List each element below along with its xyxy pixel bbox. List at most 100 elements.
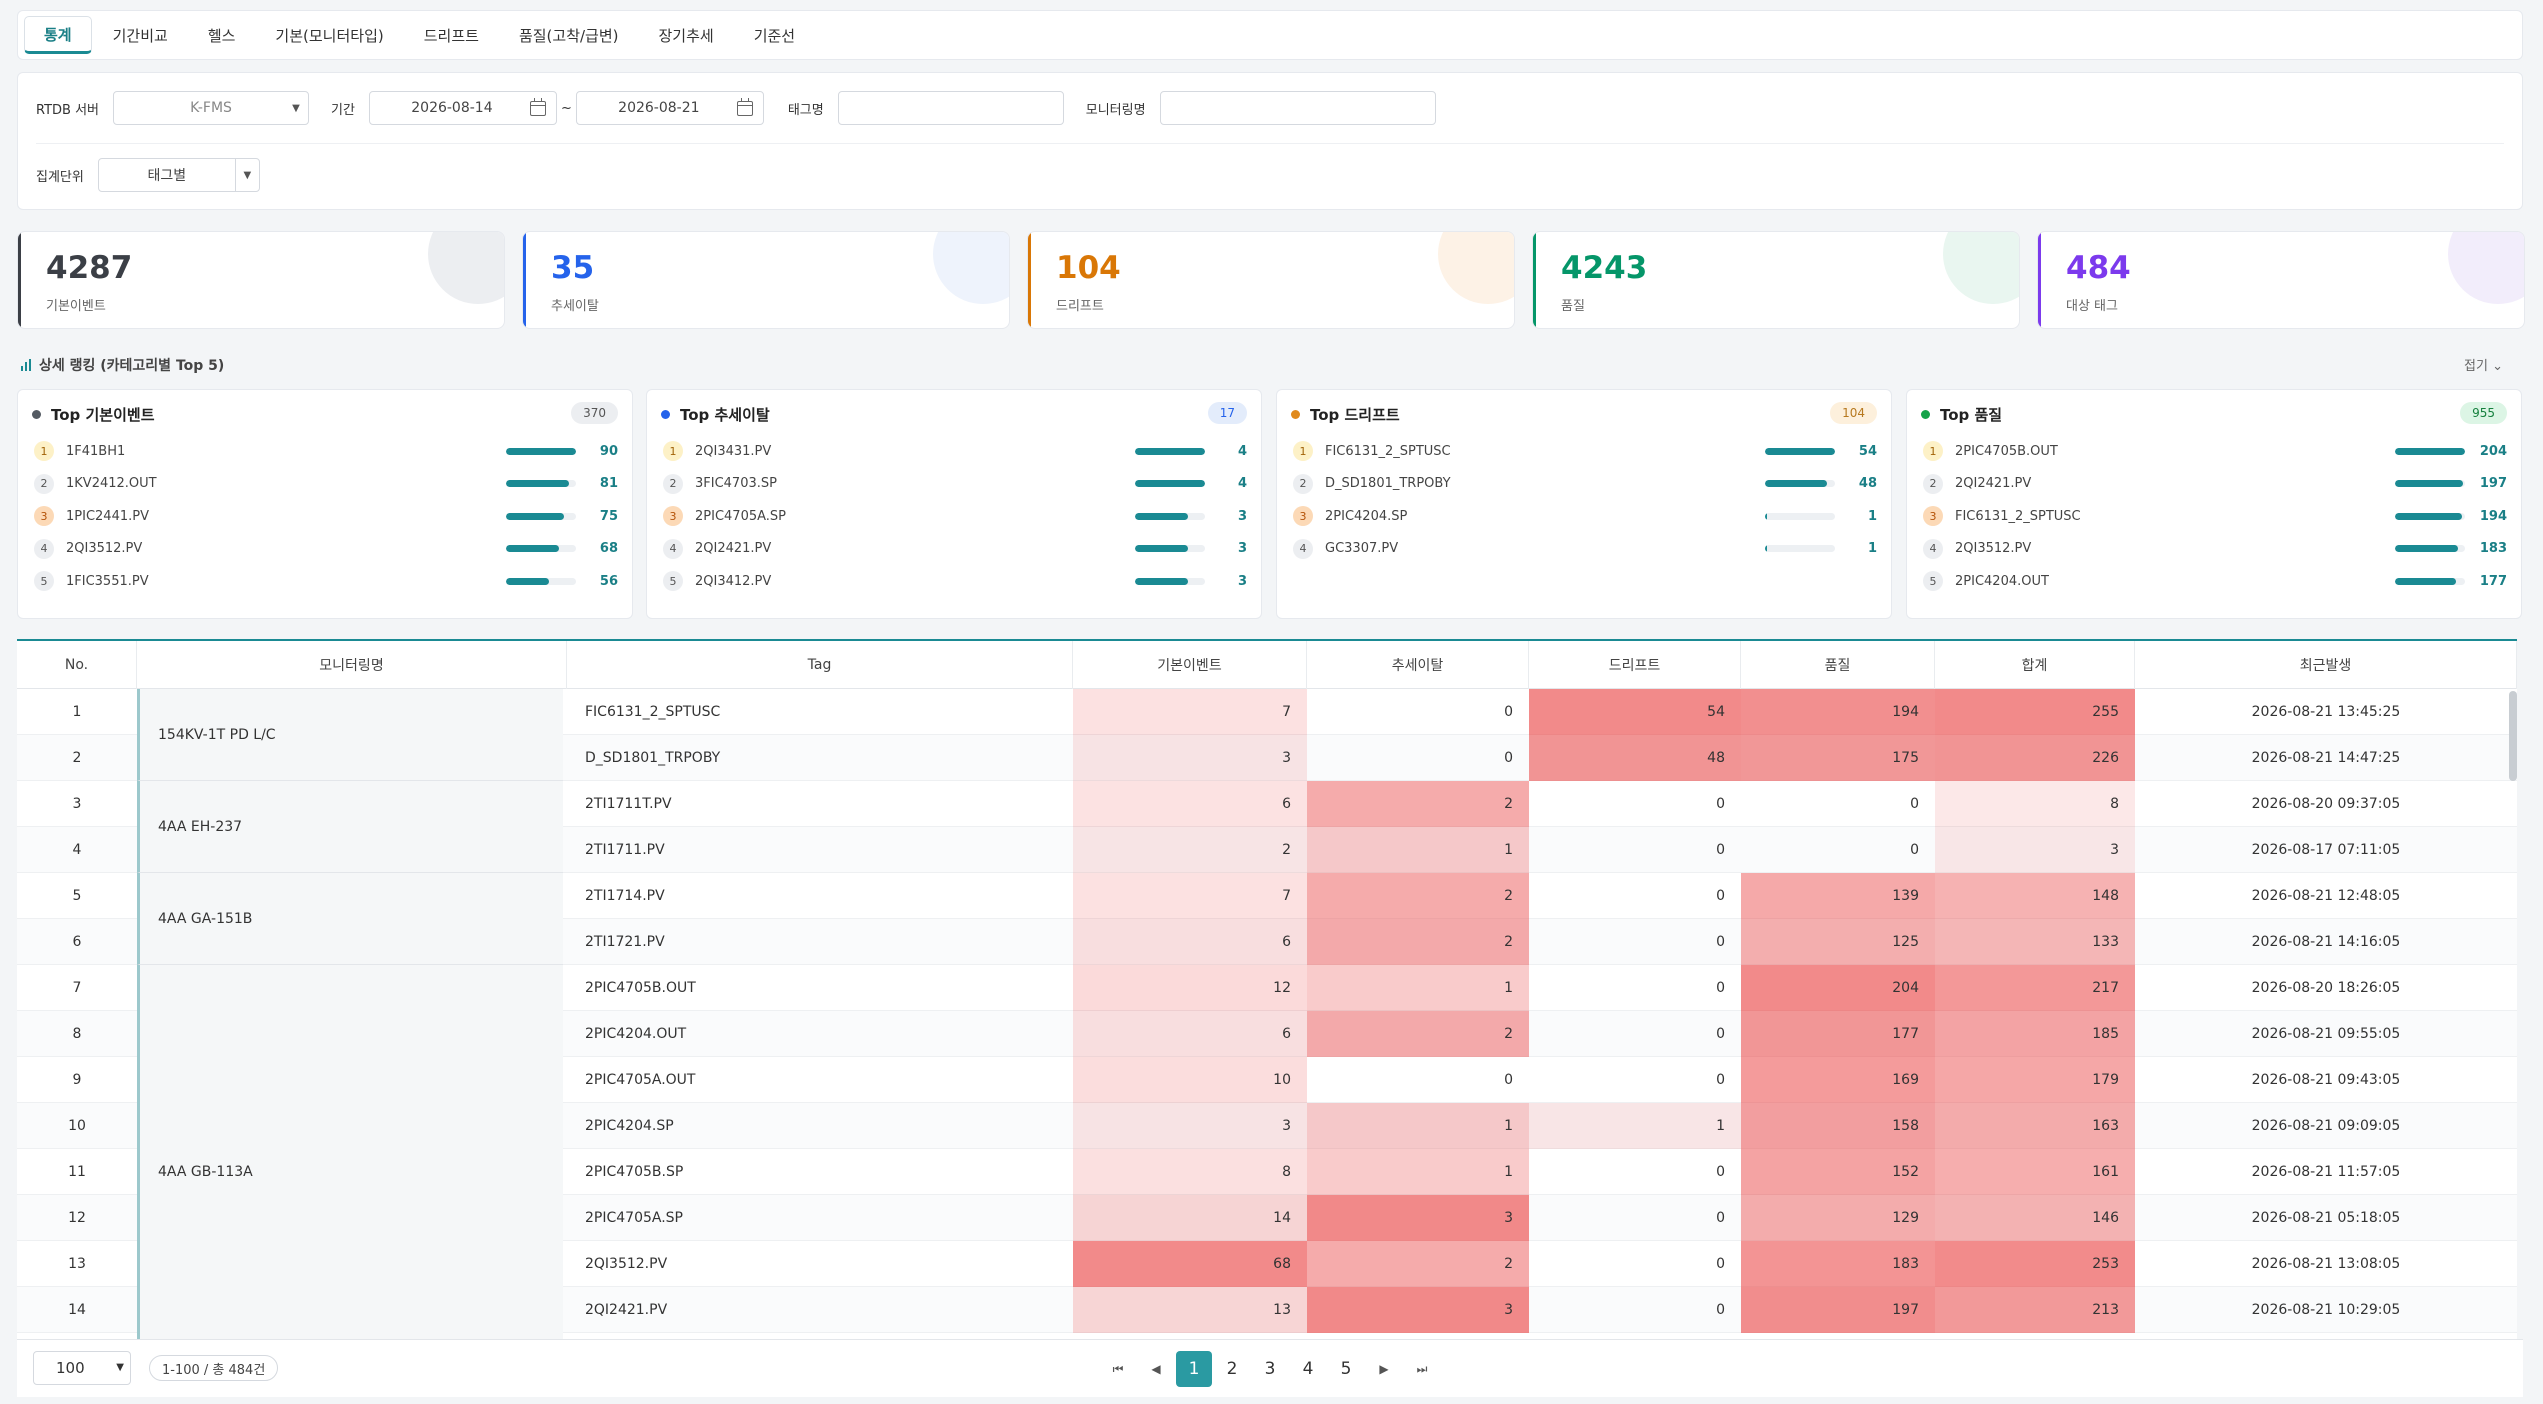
calendar-icon[interactable] (736, 98, 753, 116)
date-from-input[interactable]: 2026-08-14 (368, 91, 557, 125)
page-button-5[interactable]: 5 (1340, 1359, 1352, 1379)
column-header[interactable]: 기본이벤트 (1073, 641, 1307, 689)
ranking-row[interactable]: 2 D_SD1801_TRPOBY 48 (1293, 473, 1877, 495)
cell-trend: 2 (1307, 919, 1529, 965)
cell-basic: 6 (1073, 919, 1307, 965)
column-header[interactable]: 모니터링명 (137, 641, 567, 689)
page-size-select[interactable]: 100 ▼ (33, 1351, 131, 1385)
ranking-row[interactable]: 3 1PIC2441.PV 75 (34, 505, 618, 527)
tab-5[interactable]: 품질(고착/급변) (518, 26, 619, 45)
rank-tag-name: 2QI3512.PV (66, 541, 143, 556)
filter-divider (36, 143, 2504, 144)
table-row[interactable]: 7 2PIC4705B.OUT 12 1 0 204 217 2026-08-20 18:26… (17, 965, 2517, 1011)
kpi-value: 35 (551, 250, 595, 286)
table-row[interactable]: 1 FIC6131_2_SPTUSC 7 0 54 194 255 2026-08-21 13… (17, 689, 2517, 735)
tab-7[interactable]: 기준선 (753, 26, 796, 45)
column-header[interactable]: 최근발생 (2135, 641, 2517, 689)
table-row[interactable]: 9 2PIC4705A.OUT 10 0 0 169 179 2026-08-21 09:43… (17, 1057, 2517, 1103)
ranking-row[interactable]: 2 2QI2421.PV 197 (1923, 473, 2507, 495)
ranking-row[interactable]: 1 2QI3431.PV 4 (663, 440, 1247, 462)
column-header[interactable]: No. (17, 641, 137, 689)
column-header[interactable]: 추세이탈 (1307, 641, 1529, 689)
rank-bar (506, 512, 576, 520)
rank-tag-name: GC3307.PV (1325, 541, 1399, 556)
cell-drift: 48 (1529, 735, 1741, 781)
cell-drift: 0 (1716, 1210, 1725, 1226)
ranking-title: Top 추세이탈 (661, 404, 770, 425)
first-page-icon[interactable]: ⏮ (1112, 1361, 1124, 1376)
rank-number: 2 (1293, 473, 1313, 494)
table-row[interactable]: 5 2TI1714.PV 7 2 0 139 148 2026-08-21 12:48:05 (17, 873, 2517, 919)
prev-page-icon[interactable]: ◀ (1151, 1362, 1161, 1376)
table-row[interactable]: 13 2QI3512.PV 68 2 0 183 253 2026-08-21 13:08:0… (17, 1241, 2517, 1287)
cell-basic: 2 (1073, 827, 1307, 873)
rank-bar-fill (1135, 447, 1205, 455)
ranking-row[interactable]: 3 FIC6131_2_SPTUSC 194 (1923, 505, 2507, 527)
agg-select[interactable]: 태그별 ▼ (97, 158, 260, 192)
monitor-input[interactable] (1159, 91, 1436, 125)
table-row[interactable]: 11 2PIC4705B.SP 8 1 0 152 161 2026-08-21 11:57:… (17, 1149, 2517, 1195)
column-header[interactable]: 드리프트 (1529, 641, 1741, 689)
last-page-icon[interactable]: ⏭ (1416, 1361, 1428, 1376)
rank-bar-fill (2395, 480, 2463, 487)
ranking-row[interactable]: 5 2QI3412.PV 3 (663, 570, 1247, 592)
server-select[interactable]: K-FMS ▼ (113, 91, 310, 125)
ranking-row[interactable]: 1 FIC6131_2_SPTUSC 54 (1293, 440, 1877, 462)
rank-tag-name: 2PIC4204.OUT (1955, 573, 2049, 589)
table-row[interactable]: 3 2TI1711T.PV 6 2 0 0 8 2026-08-20 09:37:05 (17, 781, 2517, 827)
rank-number: 1 (34, 441, 54, 461)
cell-drift: 0 (1716, 842, 1725, 858)
ranking-row[interactable]: 2 1KV2412.OUT 81 (34, 473, 618, 495)
ranking-row[interactable]: 4 2QI3512.PV 68 (34, 538, 618, 560)
rank-number: 3 (34, 506, 54, 526)
scrollbar-thumb[interactable] (2509, 691, 2517, 781)
page-button-1[interactable]: 1 (1176, 1351, 1212, 1387)
cell-quality: 169 (1741, 1057, 1935, 1103)
column-header[interactable]: 합계 (1935, 641, 2135, 689)
rank-value: 1 (1867, 541, 1877, 556)
column-header[interactable]: 품질 (1741, 641, 1935, 689)
rank-number: 3 (1923, 506, 1943, 526)
cell-basic: 8 (1073, 1149, 1307, 1195)
rank-tag-name: 3FIC4703.SP (695, 476, 777, 491)
ranking-title: Top 드리프트 (1291, 404, 1400, 425)
tab-0[interactable]: 통계 (24, 16, 92, 54)
rank-value: 3 (1237, 508, 1247, 524)
column-header[interactable]: Tag (567, 641, 1073, 689)
ranking-row[interactable]: 1 2PIC4705B.OUT 204 (1923, 440, 2507, 462)
cell-no: 8 (72, 1026, 82, 1042)
page-button-4[interactable]: 4 (1302, 1359, 1314, 1379)
cell-trend: 1 (1307, 1149, 1529, 1195)
tag-input[interactable] (837, 91, 1064, 125)
cell-trend: 0 (1504, 1072, 1513, 1088)
tab-6[interactable]: 장기추세 (658, 26, 714, 45)
calendar-icon[interactable] (529, 98, 546, 116)
ranking-row[interactable]: 3 2PIC4204.SP 1 (1293, 505, 1877, 527)
rank-bar-fill (1135, 577, 1188, 585)
ranking-row[interactable]: 2 3FIC4703.SP 4 (663, 473, 1247, 495)
cell-recent: 2026-08-21 09:09:05 (2251, 1118, 2401, 1134)
ranking-row[interactable]: 4 2QI2421.PV 3 (663, 538, 1247, 560)
page-button-3[interactable]: 3 (1264, 1359, 1276, 1379)
tab-3[interactable]: 기본(모니터타입) (275, 26, 384, 45)
ranking-row[interactable]: 4 GC3307.PV 1 (1293, 538, 1877, 560)
next-page-icon[interactable]: ▶ (1379, 1362, 1389, 1376)
tab-2[interactable]: 헬스 (207, 26, 236, 45)
rank-number: 2 (663, 473, 683, 494)
rank-tag-name: 2QI3412.PV (695, 573, 772, 589)
date-to-input[interactable]: 2026-08-21 (575, 91, 764, 125)
ranking-row[interactable]: 4 2QI3512.PV 183 (1923, 538, 2507, 560)
tab-1[interactable]: 기간비교 (112, 26, 168, 45)
cell-quality: 183 (1741, 1241, 1935, 1287)
page-button-2[interactable]: 2 (1226, 1359, 1238, 1379)
rank-bar (2395, 577, 2465, 585)
ranking-row[interactable]: 1 1F41BH1 90 (34, 440, 618, 462)
cell-tag: 2PIC4705A.OUT (585, 1072, 696, 1088)
ranking-row[interactable]: 5 1FIC3551.PV 56 (34, 570, 618, 592)
ranking-row[interactable]: 3 2PIC4705A.SP 3 (663, 505, 1247, 527)
ranking-row[interactable]: 5 2PIC4204.OUT 177 (1923, 570, 2507, 592)
fold-button[interactable]: 접기 ⌄ (2464, 359, 2503, 374)
cell-quality: 129 (1741, 1195, 1935, 1241)
tab-4[interactable]: 드리프트 (423, 26, 479, 45)
rank-value: 4 (1237, 476, 1247, 491)
